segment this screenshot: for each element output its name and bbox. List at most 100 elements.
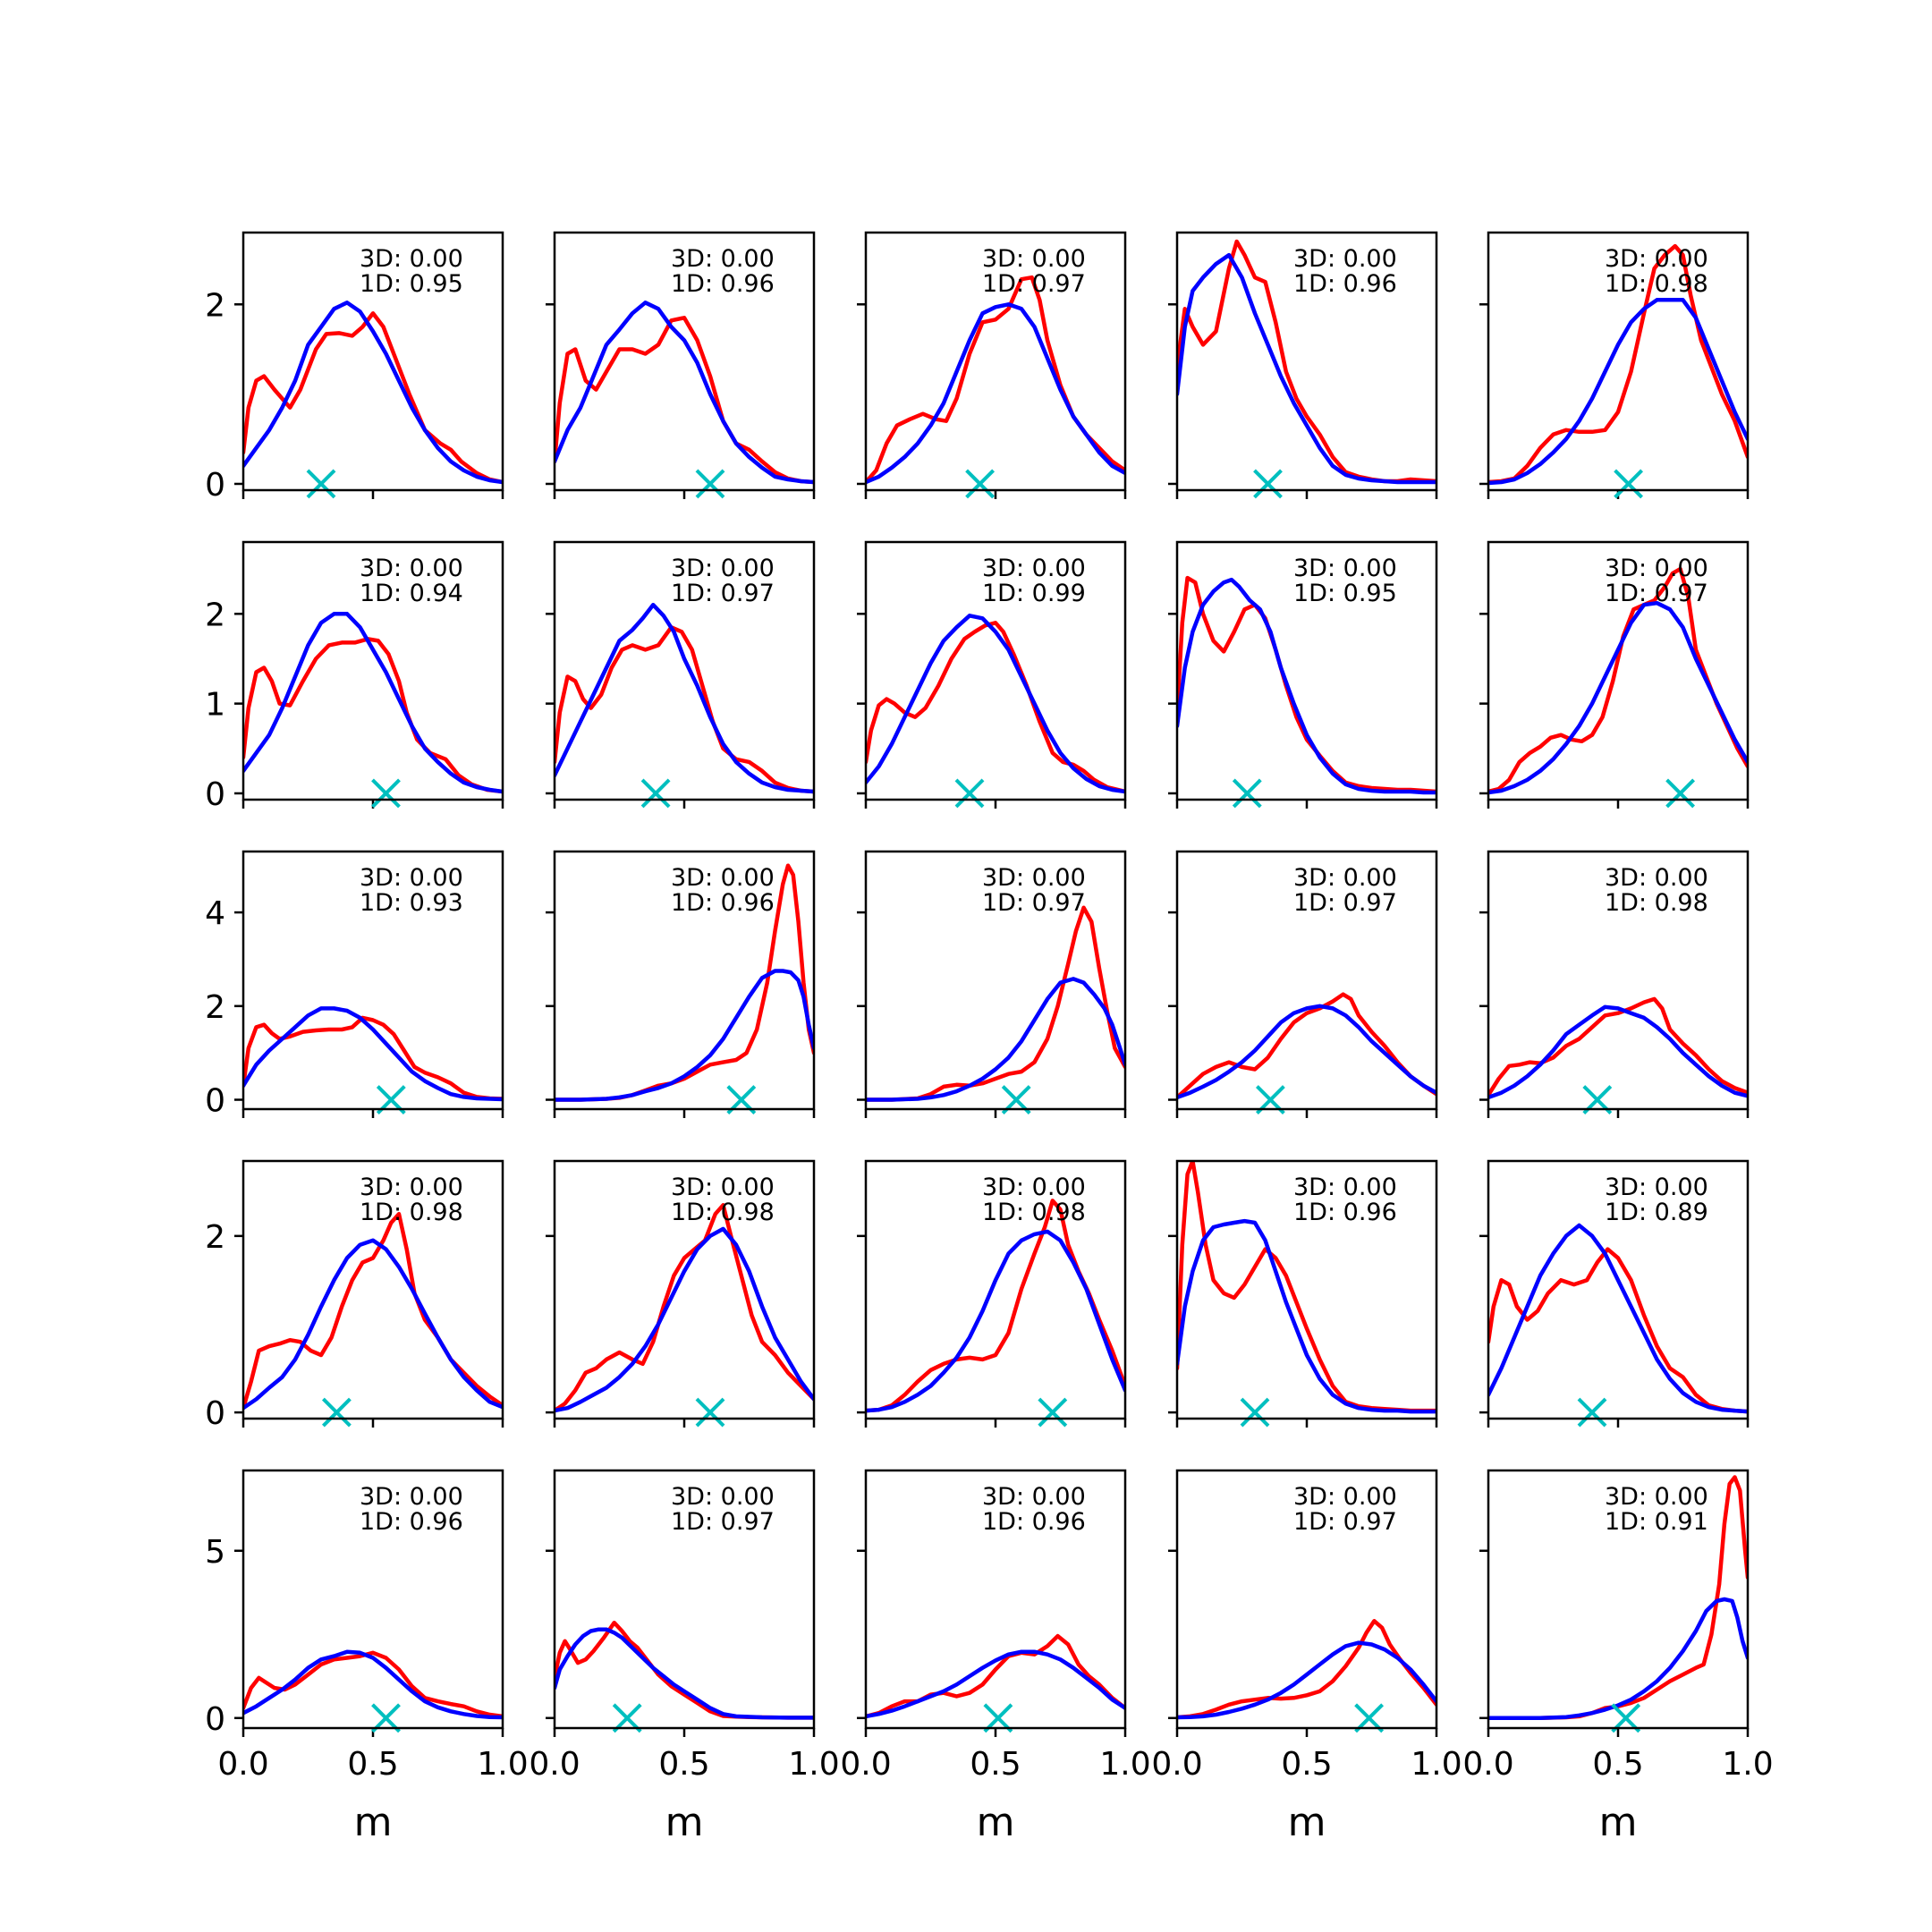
curve-group	[866, 1633, 1125, 1719]
blue-density-line	[866, 1229, 1125, 1413]
axes-frame	[1175, 1159, 1438, 1420]
annotation-1d: 1D: 0.97	[982, 889, 1086, 917]
axes-frame	[1487, 1469, 1750, 1730]
blue-density-line	[1488, 1223, 1748, 1414]
x-tick-label: 1.0	[1722, 1746, 1773, 1783]
axes-frame	[1175, 850, 1438, 1111]
red-density-line	[866, 905, 1125, 1102]
annotation-3d: 3D: 0.00	[1293, 864, 1397, 892]
x-tick-label: 0.0	[529, 1746, 580, 1783]
blue-density-line	[243, 1006, 503, 1102]
axes-frame	[1487, 231, 1750, 492]
red-density-line	[1177, 992, 1436, 1100]
blue-density-line	[866, 1649, 1125, 1719]
x-axis-label: m	[354, 1800, 393, 1845]
x-marker	[1665, 778, 1696, 809]
annotation-1d: 1D: 0.98	[671, 1199, 775, 1226]
x-tick-label: 1.0	[1411, 1746, 1462, 1783]
axes-frame	[1487, 1159, 1750, 1420]
annotation-1d: 1D: 0.99	[982, 580, 1086, 607]
curve-group	[243, 1006, 503, 1102]
x-marker	[1253, 469, 1283, 499]
blue-density-line	[1177, 252, 1436, 485]
axes-frame	[553, 1469, 816, 1730]
axes-frame	[864, 231, 1127, 492]
axes-frame	[242, 1469, 504, 1730]
blue-density-line	[1177, 1640, 1436, 1720]
blue-density-line	[243, 612, 503, 794]
red-density-line	[866, 1633, 1125, 1719]
annotation-3d: 3D: 0.00	[1605, 1174, 1708, 1201]
blue-density-line	[555, 1627, 814, 1720]
curve-group	[866, 1199, 1125, 1413]
red-density-line	[243, 1650, 503, 1719]
curve-group	[866, 275, 1125, 485]
annotation-3d: 3D: 0.00	[671, 1174, 775, 1201]
annotation-1d: 1D: 0.98	[360, 1199, 463, 1226]
annotation-3d: 3D: 0.00	[360, 1174, 463, 1201]
annotation-3d: 3D: 0.00	[982, 555, 1086, 582]
annotation-3d: 3D: 0.00	[1605, 864, 1708, 892]
annotation-3d: 3D: 0.00	[360, 1483, 463, 1511]
annotation-1d: 1D: 0.97	[982, 270, 1086, 298]
blue-density-line	[555, 602, 814, 794]
blue-density-line	[243, 301, 503, 485]
annotation-1d: 1D: 0.89	[1605, 1199, 1708, 1226]
annotation-3d: 3D: 0.00	[360, 864, 463, 892]
x-marker	[695, 1397, 725, 1428]
curve-group	[1177, 1161, 1436, 1414]
curve-group	[243, 612, 503, 794]
x-axis-label: m	[665, 1800, 704, 1845]
curve-group	[1488, 243, 1748, 486]
x-axis-label: m	[1288, 1800, 1326, 1845]
annotation-3d: 3D: 0.00	[360, 245, 463, 273]
red-density-line	[1177, 575, 1436, 794]
annotation-1d: 1D: 0.96	[671, 270, 775, 298]
annotation-1d: 1D: 0.94	[360, 580, 463, 607]
curve-group	[1488, 996, 1748, 1100]
curve-group	[866, 614, 1125, 794]
blue-density-line	[866, 614, 1125, 794]
annotation-1d: 1D: 0.97	[671, 580, 775, 607]
red-density-line	[243, 311, 503, 485]
y-tick-label: 0	[205, 1083, 225, 1120]
x-axis-label: m	[1599, 1800, 1638, 1845]
red-density-line	[555, 1620, 814, 1720]
annotation-1d: 1D: 0.97	[671, 1508, 775, 1536]
x-marker	[371, 778, 401, 809]
blue-density-line	[866, 977, 1125, 1102]
curve-group	[555, 1203, 814, 1413]
annotation-3d: 3D: 0.00	[1293, 245, 1397, 273]
curve-group	[555, 1620, 814, 1720]
x-marker	[954, 778, 985, 809]
annotation-1d: 1D: 0.97	[1605, 580, 1708, 607]
curve-group	[555, 301, 814, 485]
y-tick-label: 2	[205, 1219, 225, 1256]
annotation-1d: 1D: 0.95	[360, 270, 463, 298]
red-density-line	[1488, 243, 1748, 485]
red-density-line	[555, 625, 814, 794]
x-marker	[640, 778, 671, 809]
red-density-line	[1177, 1619, 1436, 1720]
axes-frame	[1175, 231, 1438, 492]
blue-density-line	[243, 1649, 503, 1720]
curve-group	[243, 1649, 503, 1720]
blue-density-line	[555, 1226, 814, 1413]
blue-density-line	[1488, 1597, 1748, 1721]
x-marker	[306, 469, 336, 499]
axes-frame	[242, 231, 504, 492]
axes-frame	[864, 850, 1127, 1111]
annotation-3d: 3D: 0.00	[1293, 1174, 1397, 1201]
annotation-1d: 1D: 0.98	[1605, 889, 1708, 917]
y-tick-label: 2	[205, 597, 225, 633]
